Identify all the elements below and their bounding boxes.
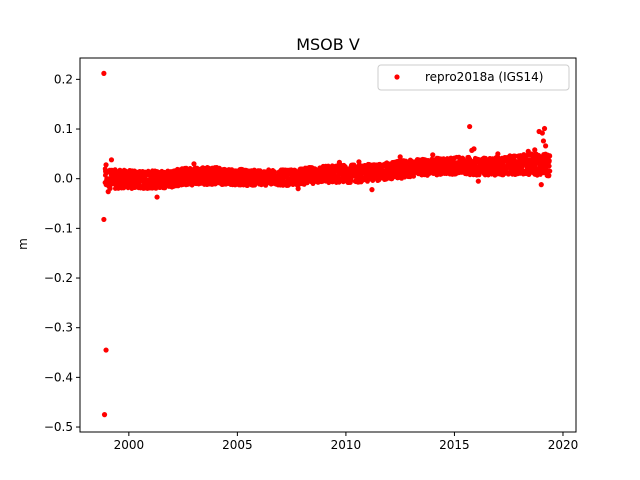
y-tick-label: −0.3 [44,321,73,335]
x-tick-label: 2015 [439,438,470,452]
data-point [356,159,362,165]
chart-title: MSOB V [296,35,360,54]
data-point [547,168,553,174]
y-tick-label: 0.1 [54,122,73,136]
axes: 2000 2005 2010 2015 2020 −0.5 −0.4 −0.3 −0.2 −0.1… [44,57,579,452]
data-point [103,162,109,168]
y-tick-label: 0.2 [54,72,73,86]
data-point [103,347,109,353]
legend-box [377,64,570,91]
plot-frame [79,57,577,433]
data-point [336,159,342,165]
y-tick-label: −0.4 [44,370,73,384]
data-point [272,169,277,175]
data-point [369,187,375,193]
data-point [538,182,544,188]
y-tick-label: −0.1 [44,221,73,235]
y-tick-label: −0.5 [44,420,73,434]
data-point [430,152,436,158]
data-point [495,151,501,157]
data-point [154,194,160,200]
data-point [539,130,545,136]
y-tick-label: −0.2 [44,271,73,285]
x-tick-label: 2005 [222,438,253,452]
data-point [475,178,481,184]
data-point [411,173,417,179]
data-point [105,189,111,195]
legend-label: repro2018a (IGS14) [425,70,543,84]
data-point [547,158,552,164]
y-tick-label: 0.0 [54,172,73,186]
data-point [546,163,552,169]
x-tick-label: 2020 [548,438,579,452]
data-point [540,138,547,144]
legend-marker [394,74,400,80]
data-point [101,70,107,76]
x-tick-label: 2010 [331,438,362,452]
data-point [191,161,197,167]
data-point [541,125,548,132]
data-points [101,70,553,418]
data-point [295,186,301,192]
x-tick-label: 2000 [114,438,145,452]
data-point [471,146,477,152]
legend: repro2018a (IGS14) [377,64,570,91]
data-point [525,148,531,154]
data-point [108,157,115,163]
data-point [546,172,552,178]
data-point [547,153,553,159]
data-point [101,216,107,223]
data-point [101,412,108,418]
y-axis-label: m [16,238,30,250]
data-point [397,154,403,160]
data-point [467,123,473,130]
data-point [532,147,538,153]
data-point [543,143,549,149]
